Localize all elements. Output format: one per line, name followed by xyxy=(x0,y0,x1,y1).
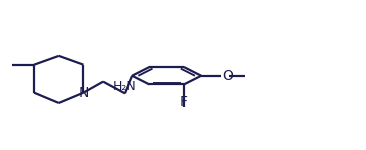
Text: N: N xyxy=(78,86,89,100)
Text: H₂N: H₂N xyxy=(113,80,137,93)
Text: F: F xyxy=(180,96,188,110)
Text: O: O xyxy=(222,69,233,83)
